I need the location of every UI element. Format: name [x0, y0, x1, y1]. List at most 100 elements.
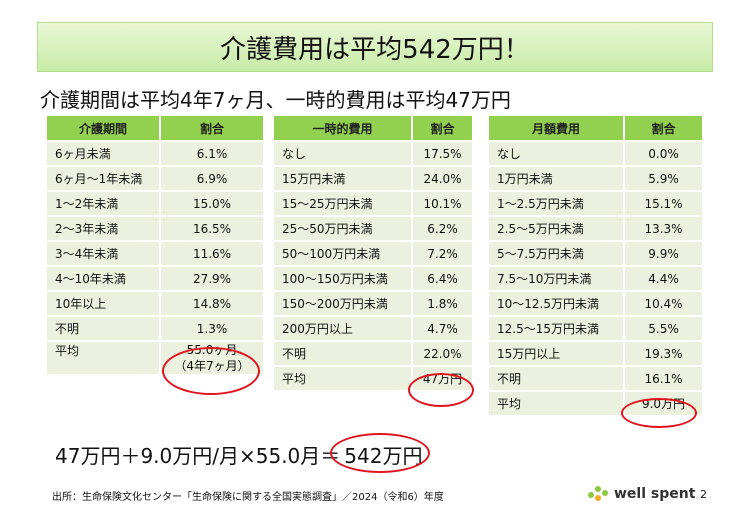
average-label: 平均 — [489, 391, 625, 417]
row-label: 200万円以上 — [274, 316, 413, 342]
table-row: 100〜150万円未満 6.4% — [274, 266, 472, 292]
formula-text: 47万円＋9.0万円/月×55.0月＝ — [55, 444, 341, 468]
column-header: 割合 — [624, 116, 702, 142]
column-header: 月額費用 — [489, 116, 625, 142]
row-label: 1〜2年未満 — [47, 191, 161, 217]
row-value: 9.9% — [624, 241, 702, 267]
row-value: 7.2% — [412, 241, 472, 267]
table-row: なし 17.5% — [274, 141, 472, 167]
row-value: 6.9% — [160, 166, 263, 192]
table-row: 6ヶ月〜1年未満 6.9% — [47, 166, 263, 192]
table-row: 2.5〜5万円未満 13.3% — [489, 216, 702, 242]
row-value: 10.1% — [412, 191, 472, 217]
row-label: なし — [489, 141, 625, 167]
row-value: 24.0% — [412, 166, 472, 192]
row-label: 1〜2.5万円未満 — [489, 191, 625, 217]
average-label: 平均 — [274, 366, 413, 392]
table-header-row: 介護期間 割合 — [47, 116, 263, 142]
table-row: 12.5〜15万円未満 5.5% — [489, 316, 702, 342]
column-header: 介護期間 — [47, 116, 161, 142]
avg-care-period-highlight — [162, 347, 260, 395]
table-row: 5〜7.5万円未満 9.9% — [489, 241, 702, 267]
source-note: 出所：生命保険文化センター「生命保険に関する全国実態調査」／2024（令和6）年… — [52, 492, 444, 503]
table-row: 1万円未満 5.9% — [489, 166, 702, 192]
monthly-cost-table: 月額費用 割合 なし 0.0% 1万円未満 5.9% 1〜2.5万円未満 15.1% 2.5… — [489, 116, 702, 417]
table-row: 10年以上 14.8% — [47, 291, 263, 317]
row-label: 10〜12.5万円未満 — [489, 291, 625, 317]
page-number: 2 — [700, 488, 707, 501]
title-banner: 介護費用は平均542万円！ — [37, 22, 713, 72]
table-row: 2〜3年未満 16.5% — [47, 216, 263, 242]
row-value: 5.5% — [624, 316, 702, 342]
table-row: 6ヶ月未満 6.1% — [47, 141, 263, 167]
formula-result-highlight — [330, 433, 430, 473]
row-value: 15.1% — [624, 191, 702, 217]
table-row: 200万円以上 4.7% — [274, 316, 472, 342]
column-header: 一時的費用 — [274, 116, 413, 142]
row-value: 16.1% — [624, 366, 702, 392]
table-row: 4〜10年未満 27.9% — [47, 266, 263, 292]
row-label: 6ヶ月〜1年未満 — [47, 166, 161, 192]
row-value: 6.1% — [160, 141, 263, 167]
row-label: 100〜150万円未満 — [274, 266, 413, 292]
row-label: 1万円未満 — [489, 166, 625, 192]
table-row: 15〜25万円未満 10.1% — [274, 191, 472, 217]
row-label: 7.5〜10万円未満 — [489, 266, 625, 292]
table-row: 15万円以上 19.3% — [489, 341, 702, 367]
table-row: 7.5〜10万円未満 4.4% — [489, 266, 702, 292]
row-value: 6.4% — [412, 266, 472, 292]
page-title: 介護費用は平均542万円！ — [220, 34, 530, 65]
column-header: 割合 — [412, 116, 472, 142]
row-value: 15.0% — [160, 191, 263, 217]
table-row: 3〜4年未満 11.6% — [47, 241, 263, 267]
subtitle: 介護期間は平均4年7ヶ月、一時的費用は平均47万円 — [40, 88, 511, 112]
row-label: なし — [274, 141, 413, 167]
avg-monthly-cost-highlight — [621, 398, 697, 428]
table-row: 15万円未満 24.0% — [274, 166, 472, 192]
row-label: 不明 — [489, 366, 625, 392]
row-label: 25〜50万円未満 — [274, 216, 413, 242]
row-value: 4.4% — [624, 266, 702, 292]
row-value: 10.4% — [624, 291, 702, 317]
table-row: 不明 22.0% — [274, 341, 472, 367]
row-value: 27.9% — [160, 266, 263, 292]
row-value: 22.0% — [412, 341, 472, 367]
row-label: 5〜7.5万円未満 — [489, 241, 625, 267]
row-value: 1.3% — [160, 316, 263, 342]
row-label: 15万円未満 — [274, 166, 413, 192]
row-label: 不明 — [47, 316, 161, 342]
avg-one-time-cost-highlight — [408, 373, 474, 407]
table-row: 25〜50万円未満 6.2% — [274, 216, 472, 242]
average-label: 平均 — [47, 341, 161, 376]
logo: well spent — [588, 486, 695, 502]
table-row: 50〜100万円未満 7.2% — [274, 241, 472, 267]
table-row: 1〜2年未満 15.0% — [47, 191, 263, 217]
row-value: 11.6% — [160, 241, 263, 267]
row-label: 15〜25万円未満 — [274, 191, 413, 217]
table-row: 不明 1.3% — [47, 316, 263, 342]
row-label: 不明 — [274, 341, 413, 367]
row-value: 0.0% — [624, 141, 702, 167]
row-value: 16.5% — [160, 216, 263, 242]
row-label: 4〜10年未満 — [47, 266, 161, 292]
row-label: 10年以上 — [47, 291, 161, 317]
column-header: 割合 — [160, 116, 263, 142]
row-value: 5.9% — [624, 166, 702, 192]
row-label: 2〜3年未満 — [47, 216, 161, 242]
logo-mark-icon — [588, 486, 610, 502]
row-label: 6ヶ月未満 — [47, 141, 161, 167]
table-header-row: 一時的費用 割合 — [274, 116, 472, 142]
row-label: 50〜100万円未満 — [274, 241, 413, 267]
row-value: 1.8% — [412, 291, 472, 317]
row-value: 6.2% — [412, 216, 472, 242]
row-value: 13.3% — [624, 216, 702, 242]
logo-text: well spent — [614, 486, 696, 502]
row-label: 3〜4年未満 — [47, 241, 161, 267]
one-time-cost-table: 一時的費用 割合 なし 17.5% 15万円未満 24.0% 15〜25万円未満 10.1… — [274, 116, 472, 392]
row-value: 17.5% — [412, 141, 472, 167]
table-row: 1〜2.5万円未満 15.1% — [489, 191, 702, 217]
table-header-row: 月額費用 割合 — [489, 116, 702, 142]
row-value: 4.7% — [412, 316, 472, 342]
row-label: 2.5〜5万円未満 — [489, 216, 625, 242]
table-row: 10〜12.5万円未満 10.4% — [489, 291, 702, 317]
